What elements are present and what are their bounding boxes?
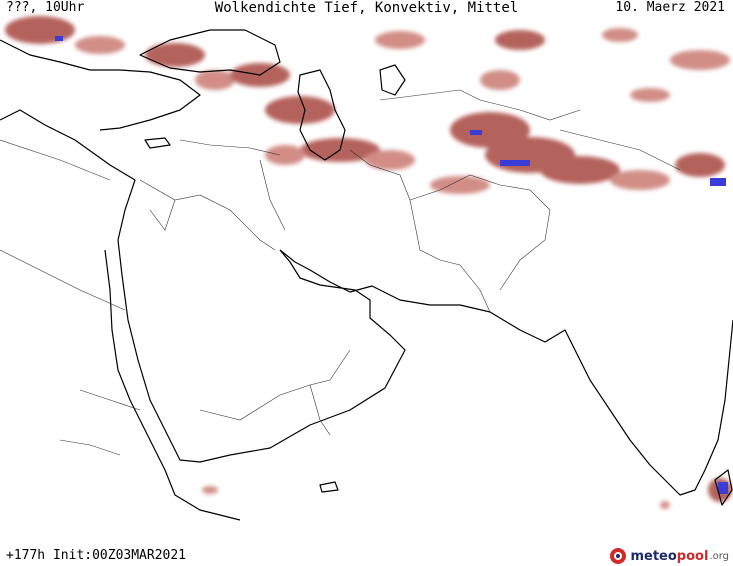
cloud-dense-patch: [500, 160, 530, 166]
logo-tld: .org: [709, 550, 729, 562]
cloud-patch: [145, 43, 205, 67]
coastlines: [0, 29, 733, 521]
cloud-dense-patch: [718, 482, 728, 494]
logo-mark-icon: [610, 548, 627, 564]
logo-accent: pool: [676, 548, 709, 564]
cloud-patch: [365, 150, 415, 170]
cloud-patch: [195, 70, 235, 90]
cloud-patch: [480, 70, 520, 90]
map-title: Wolkendichte Tief, Konvektiv, Mittel: [214, 0, 519, 16]
cloud-dense-patch: [710, 178, 726, 186]
cloud-patch: [202, 486, 218, 494]
logo-text: meteopool: [630, 549, 708, 564]
cloud-patch: [630, 88, 670, 102]
init-time-label: +177h Init:00Z03MAR2021: [6, 548, 187, 563]
cloud-patch: [5, 16, 75, 44]
cloud-patch: [675, 153, 725, 177]
cloud-patch: [75, 36, 125, 54]
cloud-patch: [610, 170, 670, 190]
cloud-patch: [375, 31, 425, 49]
forecast-day-label: ???, 10Uhr: [6, 0, 85, 15]
forecast-date: 10. Maerz 2021: [615, 0, 725, 15]
cloud-patch: [660, 501, 670, 509]
cloud-dense-patch: [470, 130, 482, 135]
cloud-patch: [670, 50, 730, 70]
dense-cloud-layer: [55, 36, 728, 494]
cloud-patch: [430, 176, 490, 194]
cloud-patch: [495, 30, 545, 50]
cloud-patch: [602, 28, 638, 42]
cloud-patch: [265, 145, 305, 165]
country-borders: [0, 89, 681, 456]
cloud-patch: [540, 156, 620, 184]
cloud-patch: [265, 96, 335, 124]
logo-prefix: meteo: [630, 548, 677, 564]
cloud-dense-patch: [55, 36, 63, 41]
meteopool-logo[interactable]: meteopool .org: [609, 546, 729, 566]
cloud-density-layer: [5, 16, 732, 509]
